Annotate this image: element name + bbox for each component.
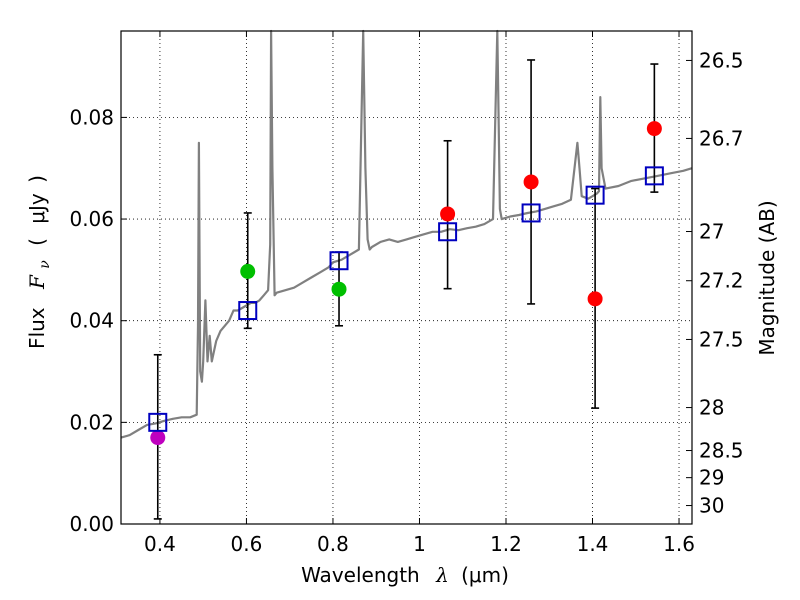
x-axis-symbol: λ xyxy=(435,563,449,587)
observed-flux-point xyxy=(587,291,603,307)
grid-lines xyxy=(121,31,692,525)
y2-axis-title: Magnitude (AB) xyxy=(755,200,779,355)
y-tick-label: 0.08 xyxy=(69,105,114,129)
model-flux-square xyxy=(521,203,541,223)
x-axis-title-text: Wavelength xyxy=(301,563,420,587)
model-spectrum-line xyxy=(120,29,693,439)
y-axis-title-text: Flux xyxy=(25,307,49,349)
y-tick-label: 0.04 xyxy=(69,309,114,333)
observed-flux-point xyxy=(646,121,662,137)
y-axis-open-paren: ( xyxy=(25,238,49,246)
magnitude-tick-label: 28.5 xyxy=(699,439,744,463)
magnitude-tick-label: 26.5 xyxy=(699,48,744,72)
magnitude-tick-label: 29 xyxy=(699,466,724,490)
y-tick-label: 0.06 xyxy=(69,207,114,231)
x-tick-label: 0.8 xyxy=(317,532,349,556)
observed-flux-point xyxy=(523,174,539,190)
x-tick-label: 1.2 xyxy=(490,532,522,556)
x-axis-title: Wavelength λ (μm) xyxy=(301,563,509,587)
x-tick-label: 1.6 xyxy=(663,532,695,556)
y-axis-unit: μJy xyxy=(25,193,49,224)
x-tick-label: 0.6 xyxy=(231,532,263,556)
y-axis-symbol: F xyxy=(25,274,49,290)
y-axis-close-paren: ) xyxy=(25,175,49,183)
axis-ticks xyxy=(121,31,692,525)
error-bars-layer xyxy=(153,59,659,520)
model-flux-square xyxy=(644,166,664,186)
x-axis-unit: (μm) xyxy=(461,563,509,587)
y-tick-label: 0.00 xyxy=(69,512,114,536)
model-flux-square xyxy=(438,222,458,242)
model-flux-square xyxy=(329,251,349,271)
y-axis-title: Flux F ν ( μJy ) xyxy=(25,175,54,349)
x-tick-labels: 0.4 0.6 0.8 1 1.2 1.4 1.6 xyxy=(144,532,695,556)
observed-flux-point xyxy=(331,281,347,297)
magnitude-tick-label: 27.2 xyxy=(699,269,744,293)
observed-flux-point xyxy=(150,430,166,446)
model-flux-square xyxy=(585,185,605,205)
magnitude-tick-label: 26.7 xyxy=(699,126,744,150)
model-flux-square xyxy=(238,301,258,321)
magnitude-tick-label: 27 xyxy=(699,220,724,244)
y-axis-subscript: ν xyxy=(37,260,53,269)
observed-points-layer xyxy=(150,121,662,446)
observed-flux-point xyxy=(440,206,456,222)
x-tick-label: 1.4 xyxy=(577,532,609,556)
model-spectrum-layer xyxy=(120,29,693,439)
x-tick-label: 0.4 xyxy=(144,532,176,556)
magnitude-tick-label: 28 xyxy=(699,396,724,420)
magnitude-tick-labels: 26.5 26.7 27 27.2 27.5 28 28.5 29 30 xyxy=(699,48,744,517)
model-squares-layer xyxy=(148,166,664,432)
plot-frame xyxy=(120,30,693,525)
observed-flux-point xyxy=(240,263,256,279)
magnitude-tick-label: 30 xyxy=(699,494,724,518)
y-tick-labels: 0.00 0.02 0.04 0.06 0.08 xyxy=(69,105,114,536)
magnitude-tick-label: 27.5 xyxy=(699,327,744,351)
model-flux-square xyxy=(148,412,168,432)
y-tick-label: 0.02 xyxy=(69,410,114,434)
x-tick-label: 1 xyxy=(413,532,426,556)
